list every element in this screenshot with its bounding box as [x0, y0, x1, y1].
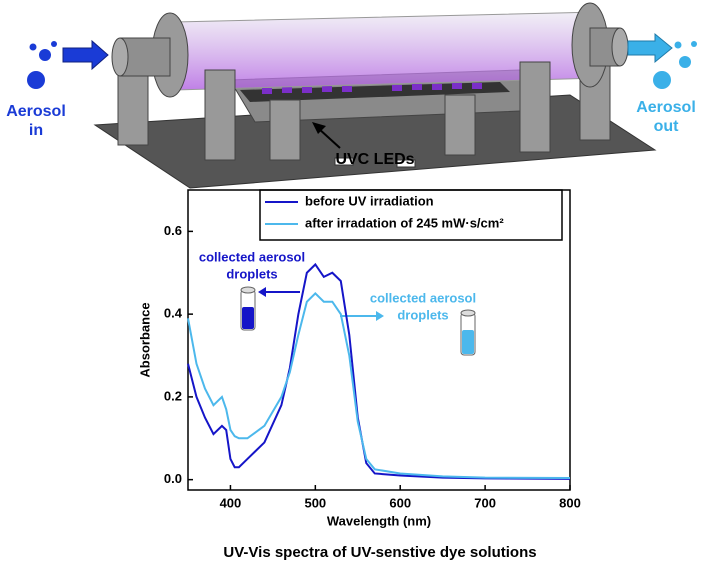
vial-top	[241, 287, 255, 293]
legend-label: before UV irradiation	[305, 193, 434, 208]
x-axis-label: Wavelength (nm)	[327, 513, 431, 528]
annotation-arrow-head	[376, 311, 384, 321]
caption: UV-Vis spectra of UV-senstive dye soluti…	[223, 544, 536, 561]
y-tick-label: 0.6	[164, 223, 182, 238]
vial-liquid	[242, 307, 254, 329]
x-tick-label: 400	[220, 495, 242, 510]
figure: Aerosol in Aerosol out UVC LEDs UV-Vis s…	[0, 0, 701, 566]
led-label: UVC LEDs	[335, 151, 414, 168]
x-tick-label: 500	[304, 495, 326, 510]
vial-liquid	[462, 330, 474, 354]
inlet-arrow	[63, 41, 108, 69]
y-tick-label: 0.0	[164, 471, 182, 486]
x-tick-label: 700	[474, 495, 496, 510]
vial-top	[461, 310, 475, 316]
outlet-label: Aerosol	[636, 99, 696, 116]
annotation: collected aerosol	[370, 290, 476, 305]
right-port	[612, 28, 628, 66]
plot-frame	[188, 190, 570, 490]
outlet-label: out	[654, 118, 680, 135]
annotation: droplets	[226, 266, 277, 281]
legend-label: after irradation of 245 mW·s/cm²	[305, 215, 504, 230]
annotation: collected aerosol	[199, 249, 305, 264]
inlet-droplets	[27, 41, 57, 89]
x-tick-label: 800	[559, 495, 581, 510]
annotation-arrow-head	[258, 287, 266, 297]
left-port	[112, 38, 128, 76]
inlet-label: Aerosol	[6, 103, 66, 120]
x-tick-label: 600	[389, 495, 411, 510]
outlet-arrow	[628, 34, 672, 62]
y-tick-label: 0.4	[164, 306, 183, 321]
y-tick-label: 0.2	[164, 388, 182, 403]
inlet-label: in	[29, 122, 43, 139]
page: {"illustration": {"inlet": ["Aerosol", "…	[0, 0, 701, 566]
y-axis-label: Absorbance	[137, 302, 152, 377]
annotation: droplets	[397, 307, 448, 322]
apparatus: Aerosol in Aerosol out UVC LEDs	[6, 3, 697, 188]
